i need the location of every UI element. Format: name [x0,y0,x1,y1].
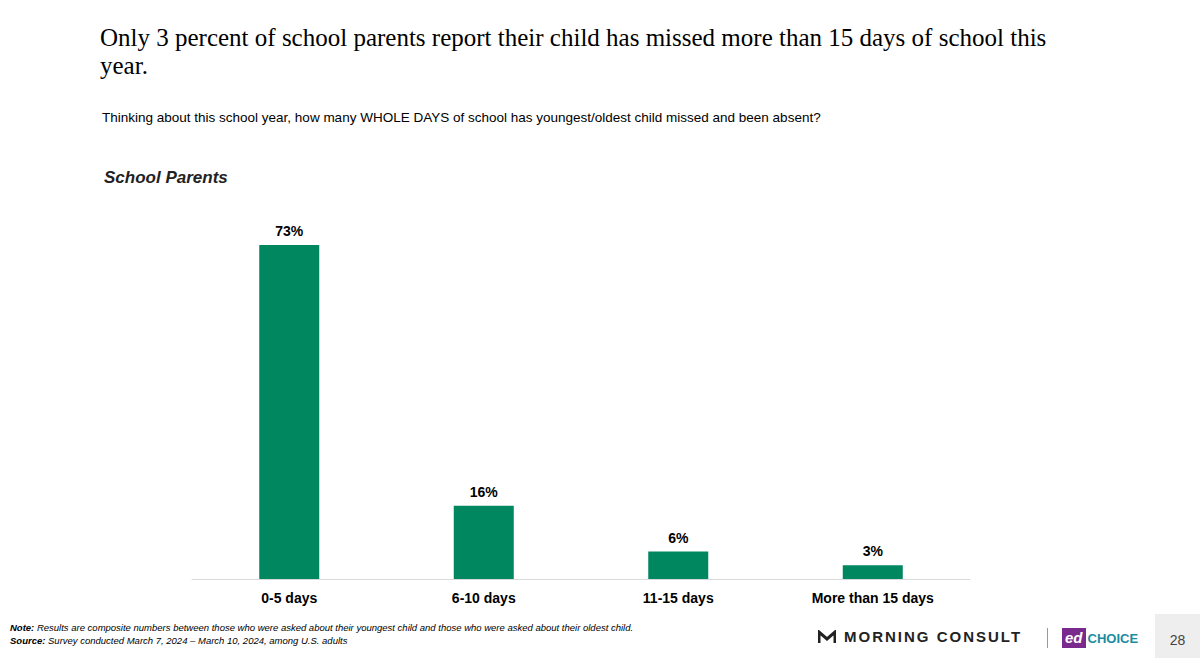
svg-text:More than 15 days: More than 15 days [812,590,934,606]
html-text:Only 3 percent of school paren: Only 3 percent of school parents report … [100,24,1047,79]
svg-text:0-5 days: 0-5 days [261,590,317,606]
svg-text:3%: 3% [863,543,884,559]
html-text:28: 28 [1169,632,1186,648]
html-text:Thinking about this school yea: Thinking about this school year, how man… [102,110,821,125]
html-text:Source: Survey conducted March: Source: Survey conducted March 7, 2024 –… [10,635,348,646]
svg-text:73%: 73% [275,223,304,239]
html-text:MORNING CONSULT: MORNING CONSULT [844,628,1022,645]
svg-text:11-15 days: 11-15 days [643,590,714,606]
svg-text:6%: 6% [668,530,689,546]
svg-text:6-10 days: 6-10 days [452,590,516,606]
html-text:ed CHOICE: ed CHOICE [1065,629,1139,646]
html-text:School Parents: School Parents [104,168,228,187]
html-text:Note: Results are composite nu: Note: Results are composite numbers betw… [10,622,634,633]
svg-text:16%: 16% [470,484,499,500]
